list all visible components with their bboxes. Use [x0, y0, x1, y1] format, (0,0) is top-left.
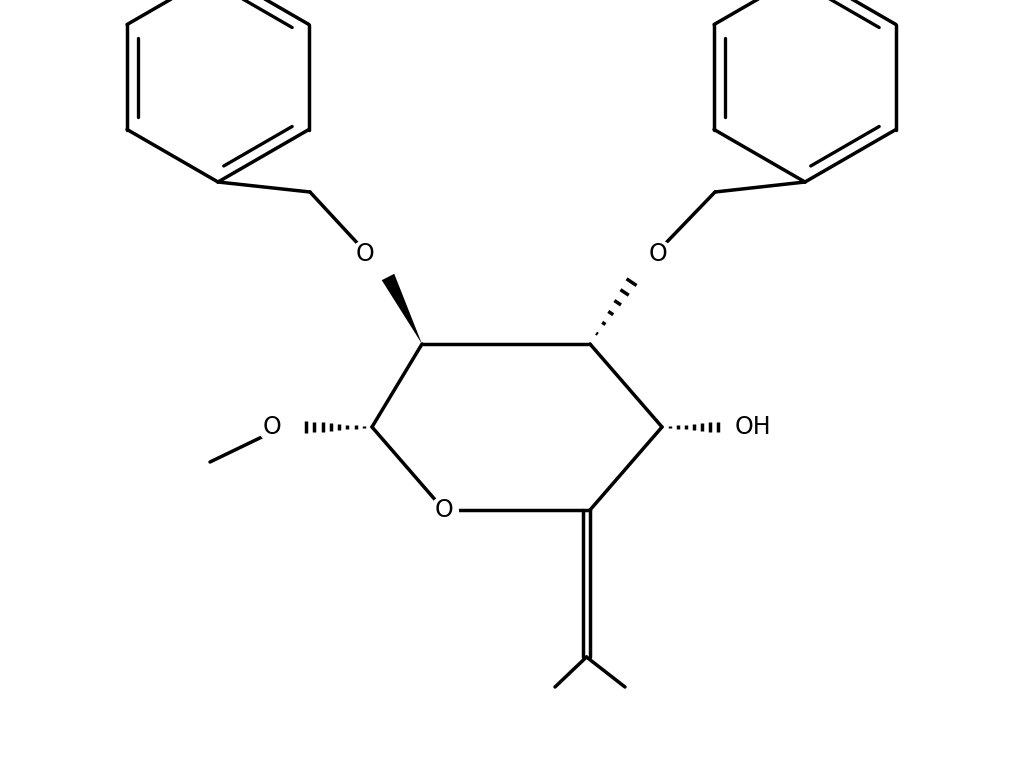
- Text: O: O: [356, 242, 374, 266]
- Text: O: O: [649, 242, 667, 266]
- Text: OH: OH: [735, 415, 772, 439]
- Polygon shape: [382, 274, 422, 344]
- Text: O: O: [263, 415, 281, 439]
- Text: O: O: [434, 498, 454, 522]
